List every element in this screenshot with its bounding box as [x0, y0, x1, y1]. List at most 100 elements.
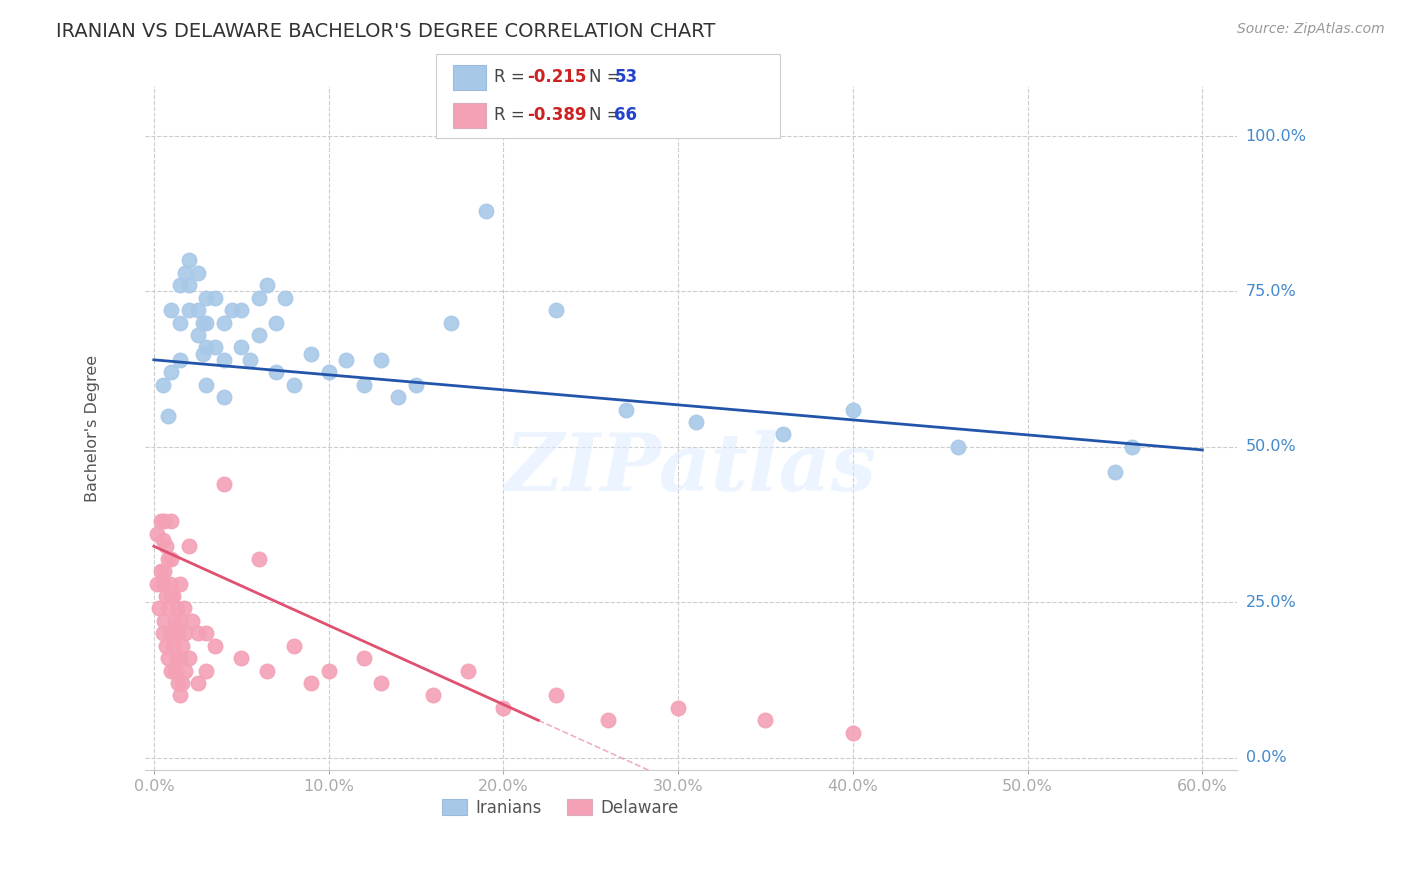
Point	[247, 328, 270, 343]
Point	[177, 651, 200, 665]
Point	[457, 664, 479, 678]
Point	[174, 626, 197, 640]
Point	[148, 601, 170, 615]
Point	[174, 266, 197, 280]
Point	[598, 713, 620, 727]
Point	[155, 589, 177, 603]
Point	[153, 564, 176, 578]
Point	[186, 303, 208, 318]
Point	[405, 377, 427, 392]
Point	[155, 539, 177, 553]
Point	[169, 651, 191, 665]
Point	[353, 651, 375, 665]
Point	[247, 551, 270, 566]
Point	[177, 278, 200, 293]
Point	[772, 427, 794, 442]
Point	[169, 316, 191, 330]
Point	[231, 651, 253, 665]
Point	[614, 402, 637, 417]
Point	[177, 539, 200, 553]
Point	[152, 626, 174, 640]
Point	[299, 346, 322, 360]
Text: 50.0%: 50.0%	[1246, 440, 1296, 454]
Point	[195, 664, 218, 678]
Point	[212, 390, 235, 404]
Text: ZIPatlas: ZIPatlas	[505, 431, 877, 508]
Point	[177, 253, 200, 268]
Point	[170, 639, 193, 653]
Point	[264, 316, 287, 330]
Point	[212, 352, 235, 367]
Point	[186, 626, 208, 640]
Point	[156, 409, 179, 423]
Point	[264, 365, 287, 379]
Text: 25.0%: 25.0%	[1246, 595, 1296, 610]
Point	[169, 614, 191, 628]
Point	[842, 725, 865, 739]
Point	[152, 533, 174, 547]
Point	[162, 589, 184, 603]
Point	[299, 676, 322, 690]
Point	[422, 689, 444, 703]
Text: R =: R =	[494, 68, 530, 86]
Point	[247, 291, 270, 305]
Point	[156, 651, 179, 665]
Point	[492, 701, 515, 715]
Point	[169, 352, 191, 367]
Point	[544, 689, 567, 703]
Point	[186, 328, 208, 343]
Point	[160, 365, 183, 379]
Text: Source: ZipAtlas.com: Source: ZipAtlas.com	[1237, 22, 1385, 37]
Point	[163, 664, 186, 678]
Text: 66: 66	[614, 106, 637, 124]
Point	[204, 291, 226, 305]
Point	[159, 626, 181, 640]
Point	[174, 664, 197, 678]
Point	[160, 626, 183, 640]
Point	[946, 440, 969, 454]
Point	[387, 390, 409, 404]
Point	[221, 303, 243, 318]
Point	[335, 352, 357, 367]
Point	[195, 291, 218, 305]
Point	[160, 589, 183, 603]
Point	[167, 626, 190, 640]
Point	[191, 346, 214, 360]
Point	[155, 639, 177, 653]
Point	[170, 676, 193, 690]
Point	[370, 352, 392, 367]
Point	[685, 415, 707, 429]
Point	[318, 365, 340, 379]
Point	[666, 701, 689, 715]
Point	[256, 278, 278, 293]
Point	[191, 316, 214, 330]
Point	[186, 676, 208, 690]
Point	[169, 689, 191, 703]
Legend: Iranians, Delaware: Iranians, Delaware	[436, 792, 685, 823]
Point	[153, 515, 176, 529]
Point	[152, 377, 174, 392]
Point	[146, 526, 169, 541]
Point	[370, 676, 392, 690]
Point	[166, 601, 188, 615]
Point	[318, 664, 340, 678]
Point	[186, 266, 208, 280]
Point	[146, 576, 169, 591]
Point	[156, 551, 179, 566]
Text: R =: R =	[494, 106, 530, 124]
Point	[239, 352, 262, 367]
Text: N =: N =	[589, 68, 626, 86]
Point	[156, 601, 179, 615]
Text: N =: N =	[589, 106, 626, 124]
Point	[160, 551, 183, 566]
Point	[195, 316, 218, 330]
Point	[195, 626, 218, 640]
Text: 53: 53	[614, 68, 637, 86]
Point	[353, 377, 375, 392]
Point	[166, 651, 188, 665]
Point	[283, 377, 305, 392]
Point	[177, 303, 200, 318]
Text: -0.389: -0.389	[527, 106, 586, 124]
Point	[231, 303, 253, 318]
Point	[167, 676, 190, 690]
